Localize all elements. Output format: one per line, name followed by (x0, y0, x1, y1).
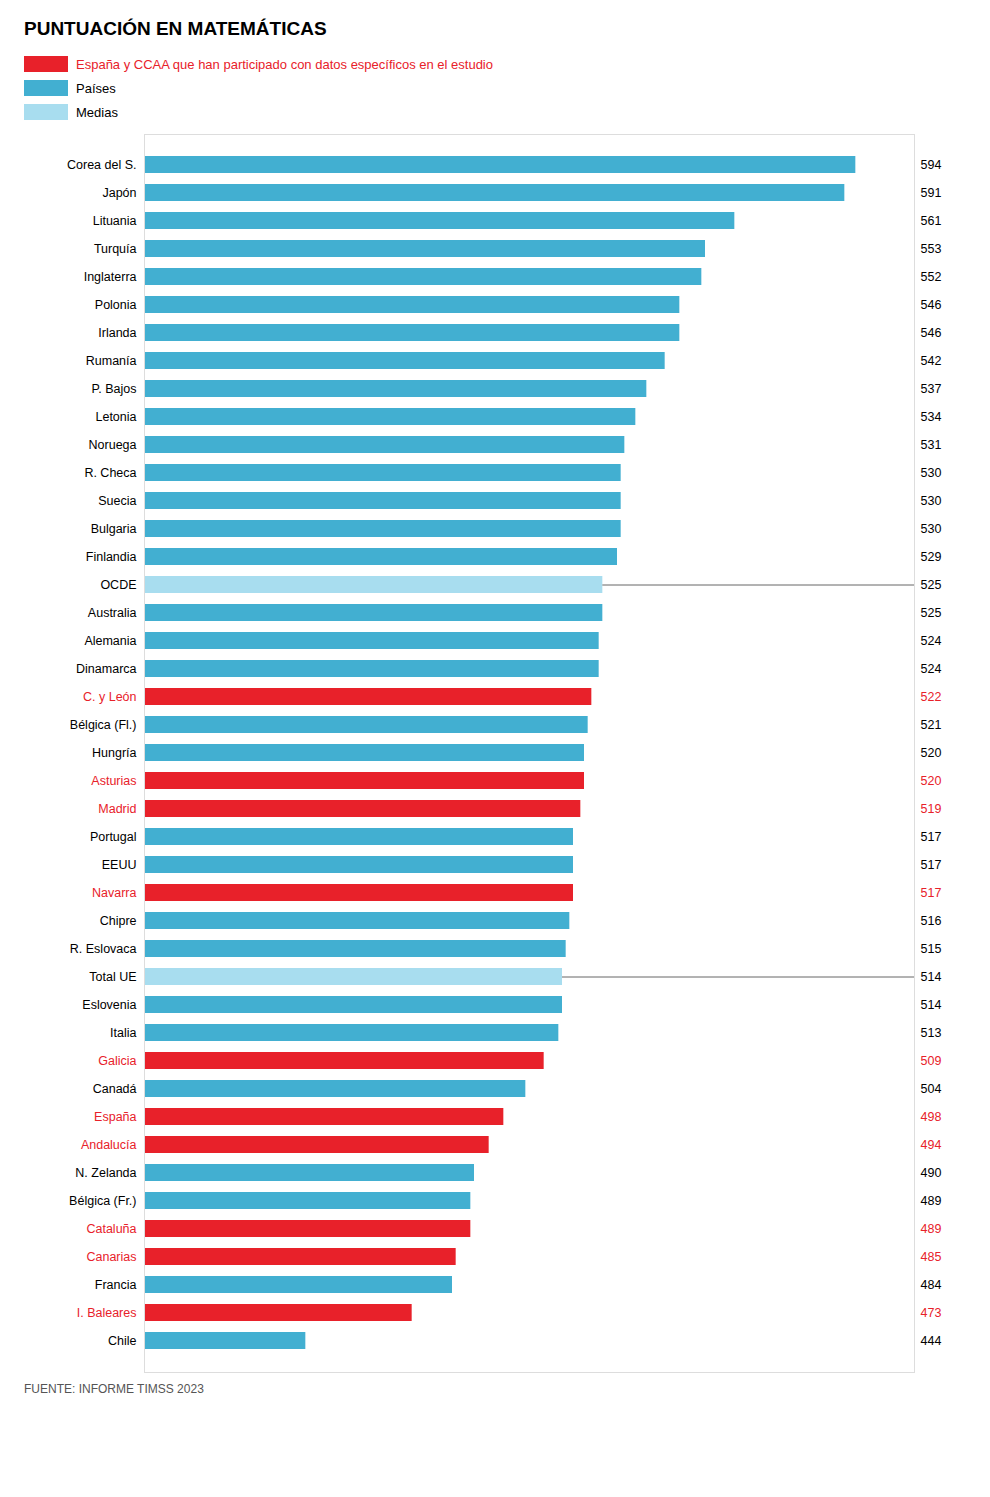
svg-text:Finlandia: Finlandia (86, 550, 137, 564)
html-text:Medias: Medias (76, 104, 118, 120)
svg-text:514: 514 (921, 998, 942, 1012)
svg-text:R. Eslovaca: R. Eslovaca (70, 942, 137, 956)
svg-text:Lituania: Lituania (93, 214, 137, 228)
svg-text:490: 490 (921, 1166, 942, 1180)
svg-text:Asturias: Asturias (91, 774, 136, 788)
svg-text:Total UE: Total UE (89, 970, 136, 984)
svg-text:Chipre: Chipre (100, 914, 137, 928)
svg-text:552: 552 (921, 270, 942, 284)
svg-text:534: 534 (921, 410, 942, 424)
svg-text:516: 516 (921, 914, 942, 928)
svg-text:Madrid: Madrid (98, 802, 136, 816)
svg-text:Eslovenia: Eslovenia (82, 998, 136, 1012)
svg-text:444: 444 (921, 1334, 942, 1348)
svg-text:546: 546 (921, 298, 942, 312)
svg-text:Francia: Francia (95, 1278, 137, 1292)
svg-text:Chile: Chile (108, 1334, 137, 1348)
svg-text:OCDE: OCDE (100, 578, 136, 592)
svg-text:504: 504 (921, 1082, 942, 1096)
svg-text:546: 546 (921, 326, 942, 340)
html-text:España y CCAA que han particip: España y CCAA que han participado con da… (76, 56, 493, 72)
svg-text:520: 520 (921, 746, 942, 760)
svg-text:530: 530 (921, 466, 942, 480)
svg-text:509: 509 (921, 1054, 942, 1068)
svg-text:530: 530 (921, 494, 942, 508)
svg-text:Italia: Italia (110, 1026, 136, 1040)
svg-text:Letonia: Letonia (95, 410, 136, 424)
svg-text:Hungría: Hungría (92, 746, 137, 760)
svg-text:553: 553 (921, 242, 942, 256)
svg-text:Bulgaria: Bulgaria (91, 522, 137, 536)
svg-text:Bélgica (Fr.): Bélgica (Fr.) (69, 1194, 136, 1208)
html-text:Países: Países (76, 80, 116, 96)
svg-text:Australia: Australia (88, 606, 137, 620)
svg-text:EEUU: EEUU (102, 858, 137, 872)
svg-text:Bélgica (Fl.): Bélgica (Fl.) (70, 718, 137, 732)
svg-text:521: 521 (921, 718, 942, 732)
svg-text:P. Bajos: P. Bajos (92, 382, 137, 396)
svg-text:515: 515 (921, 942, 942, 956)
svg-text:C. y León: C. y León (83, 690, 137, 704)
svg-text:I. Baleares: I. Baleares (77, 1306, 137, 1320)
svg-text:513: 513 (921, 1026, 942, 1040)
svg-text:530: 530 (921, 522, 942, 536)
svg-text:537: 537 (921, 382, 942, 396)
svg-text:529: 529 (921, 550, 942, 564)
html-text:FUENTE: INFORME TIMSS 2023: FUENTE: INFORME TIMSS 2023 (24, 1382, 204, 1396)
svg-text:Andalucía: Andalucía (81, 1138, 137, 1152)
html-text:PUNTUACIÓN EN MATEMÁTICAS: PUNTUACIÓN EN MATEMÁTICAS (24, 18, 327, 39)
svg-text:520: 520 (921, 774, 942, 788)
svg-text:Suecia: Suecia (98, 494, 136, 508)
svg-text:Rumanía: Rumanía (86, 354, 137, 368)
svg-text:489: 489 (921, 1222, 942, 1236)
svg-text:Irlanda: Irlanda (98, 326, 136, 340)
svg-text:Dinamarca: Dinamarca (76, 662, 136, 676)
svg-text:517: 517 (921, 886, 942, 900)
svg-text:Polonia: Polonia (95, 298, 137, 312)
svg-text:514: 514 (921, 970, 942, 984)
svg-text:524: 524 (921, 662, 942, 676)
svg-text:España: España (94, 1110, 136, 1124)
svg-text:Galicia: Galicia (98, 1054, 136, 1068)
svg-text:484: 484 (921, 1278, 942, 1292)
svg-text:Navarra: Navarra (92, 886, 137, 900)
svg-text:Corea del S.: Corea del S. (67, 158, 136, 172)
svg-text:517: 517 (921, 830, 942, 844)
svg-text:498: 498 (921, 1110, 942, 1124)
svg-text:485: 485 (921, 1250, 942, 1264)
svg-text:Canadá: Canadá (93, 1082, 137, 1096)
svg-text:R. Checa: R. Checa (84, 466, 136, 480)
svg-text:Turquía: Turquía (94, 242, 137, 256)
svg-text:Inglaterra: Inglaterra (84, 270, 137, 284)
svg-text:489: 489 (921, 1194, 942, 1208)
svg-text:473: 473 (921, 1306, 942, 1320)
svg-text:561: 561 (921, 214, 942, 228)
svg-text:594: 594 (921, 158, 942, 172)
svg-text:N. Zelanda: N. Zelanda (75, 1166, 136, 1180)
svg-text:Cataluña: Cataluña (86, 1222, 136, 1236)
svg-text:517: 517 (921, 858, 942, 872)
svg-text:522: 522 (921, 690, 942, 704)
svg-text:Canarias: Canarias (86, 1250, 136, 1264)
svg-text:Alemania: Alemania (84, 634, 136, 648)
svg-text:519: 519 (921, 802, 942, 816)
svg-text:525: 525 (921, 606, 942, 620)
svg-text:Portugal: Portugal (90, 830, 137, 844)
svg-text:531: 531 (921, 438, 942, 452)
svg-text:524: 524 (921, 634, 942, 648)
svg-text:542: 542 (921, 354, 942, 368)
svg-text:525: 525 (921, 578, 942, 592)
svg-text:Noruega: Noruega (89, 438, 137, 452)
svg-text:Japón: Japón (102, 186, 136, 200)
svg-text:494: 494 (921, 1138, 942, 1152)
svg-text:591: 591 (921, 186, 942, 200)
